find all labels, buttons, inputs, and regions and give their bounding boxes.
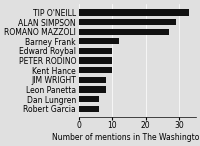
Bar bbox=[79, 106, 99, 112]
Bar bbox=[79, 19, 176, 25]
X-axis label: Number of mentions in The Washington Post: Number of mentions in The Washington Pos… bbox=[52, 133, 200, 142]
Bar bbox=[79, 96, 99, 102]
Bar bbox=[79, 86, 106, 93]
Bar bbox=[79, 48, 112, 54]
Bar bbox=[79, 28, 169, 35]
Bar bbox=[79, 77, 106, 83]
Bar bbox=[79, 57, 112, 64]
Bar bbox=[79, 38, 119, 44]
Bar bbox=[79, 67, 112, 73]
Bar bbox=[79, 9, 189, 15]
